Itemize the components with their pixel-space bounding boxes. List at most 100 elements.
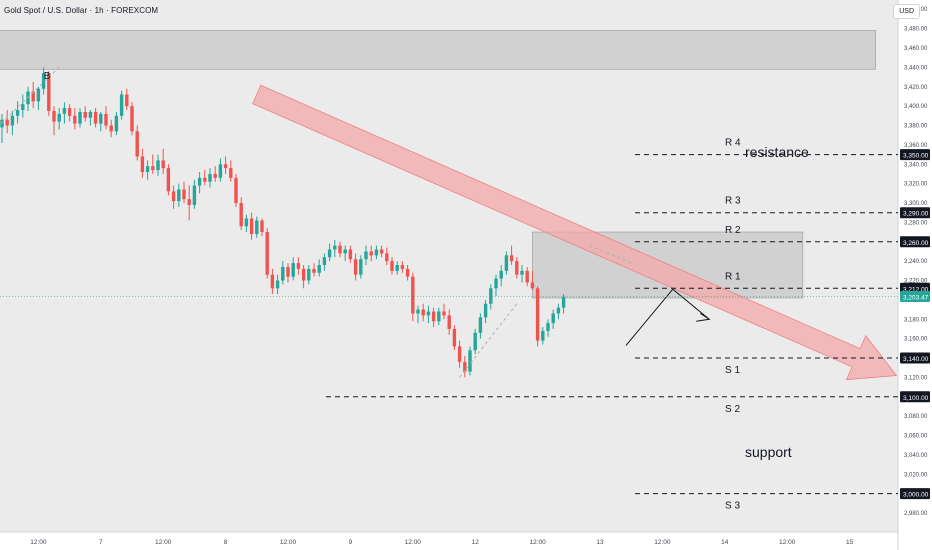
candle-body — [265, 232, 269, 275]
candle-body — [249, 218, 254, 235]
y-tick-label: 3,160.00 — [904, 337, 928, 343]
candle-body — [192, 185, 197, 205]
candle-body — [223, 164, 228, 169]
candle-body — [317, 265, 321, 273]
candle-body — [307, 268, 311, 281]
candle-body — [93, 111, 98, 124]
level-label: R 4 — [725, 138, 741, 149]
candle-body — [203, 177, 207, 182]
candle-body — [57, 113, 61, 122]
candle-body — [364, 251, 368, 260]
candle-body — [31, 91, 35, 102]
candle-body — [400, 265, 405, 269]
candle-body — [504, 255, 509, 271]
x-tick-label: 13 — [596, 539, 604, 546]
candle-body — [99, 113, 103, 124]
point-b-label: B — [44, 71, 51, 82]
candle-body — [541, 330, 545, 341]
candle-body — [67, 108, 72, 116]
candle-body — [151, 166, 155, 171]
candle-body — [312, 268, 316, 273]
projection-arrowhead — [696, 313, 711, 322]
candle-body — [36, 88, 41, 102]
candle-body — [130, 106, 134, 132]
candle-body — [119, 94, 124, 116]
candle-body — [457, 346, 462, 362]
y-tick-label: 3,020.00 — [904, 472, 928, 478]
candle-body — [416, 309, 420, 314]
level-label: R 1 — [725, 271, 741, 282]
candle-body — [171, 191, 176, 202]
candle-body — [281, 266, 285, 281]
candle-body — [483, 303, 488, 318]
y-tick-label: 3,480.00 — [904, 27, 928, 33]
y-tick-label: 3,220.00 — [904, 279, 928, 285]
level-label: R 3 — [725, 196, 741, 207]
candle-body — [213, 173, 217, 178]
x-tick-label: 12:00 — [529, 539, 546, 546]
consolidation-zone — [0, 30, 877, 70]
candle-body — [125, 94, 129, 107]
x-tick-label: 12:00 — [405, 539, 422, 546]
y-tick-label: 3,440.00 — [904, 65, 928, 71]
x-tick-label: 12:00 — [779, 539, 796, 546]
candle-body — [21, 104, 25, 111]
x-tick-label: 12:00 — [654, 539, 671, 546]
level-price-tag — [900, 488, 930, 500]
x-tick-label: 15 — [846, 539, 854, 546]
candle-body — [187, 199, 191, 205]
candle-body — [229, 168, 233, 178]
level-price-tag-text: 3,000.00 — [903, 492, 929, 499]
candle-body — [494, 278, 498, 289]
candle-body — [135, 131, 139, 157]
y-tick-label: 3,080.00 — [904, 414, 928, 420]
level-price-tag — [900, 207, 930, 219]
candle-body — [379, 249, 384, 254]
candle-body — [546, 323, 550, 331]
level-price-tag — [900, 282, 930, 294]
candle-body — [385, 253, 389, 262]
level-price-tag — [900, 391, 930, 403]
candle-body — [275, 280, 280, 289]
candle-body — [561, 296, 566, 308]
candle-body — [353, 259, 358, 275]
candle-body — [452, 328, 457, 347]
candle-body — [426, 311, 431, 316]
candle-body — [255, 220, 259, 235]
downtrend-arrow — [252, 84, 898, 381]
y-tick-label: 3,320.00 — [904, 182, 928, 188]
y-tick-label: 3,380.00 — [904, 124, 928, 130]
candle-body — [374, 249, 379, 256]
candle-body — [10, 115, 15, 126]
y-tick-label: 3,060.00 — [904, 434, 928, 440]
y-tick-label: 3,280.00 — [904, 220, 928, 226]
candle-body — [47, 73, 51, 111]
x-tick-label: 8 — [224, 539, 228, 546]
candle-body — [322, 257, 327, 266]
candle-body — [468, 350, 472, 372]
time-axis-background — [0, 532, 898, 550]
level-price-tag-text: 3,212.00 — [903, 286, 929, 293]
y-tick-label: 3,360.00 — [904, 143, 928, 149]
level-label: R 2 — [725, 225, 741, 236]
candle-body — [140, 156, 145, 173]
level-price-tag-text: 3,350.00 — [903, 153, 929, 160]
level-price-tag-text: 3,260.00 — [903, 240, 929, 247]
y-tick-label: 3,240.00 — [904, 259, 928, 265]
candle-body — [161, 160, 165, 169]
candle-body — [286, 266, 290, 277]
candle-body — [260, 220, 264, 233]
candle-body — [395, 265, 399, 271]
level-price-tag — [900, 352, 930, 364]
candle-body — [525, 270, 529, 283]
candle-body — [197, 177, 202, 186]
projection-path — [625, 288, 710, 346]
candle-body — [369, 251, 373, 256]
candle-body — [556, 307, 561, 314]
currency-button[interactable]: USD — [893, 4, 920, 19]
y-tick-label: 3,460.00 — [904, 46, 928, 52]
candle-body — [499, 270, 503, 279]
candle-body — [535, 288, 540, 341]
